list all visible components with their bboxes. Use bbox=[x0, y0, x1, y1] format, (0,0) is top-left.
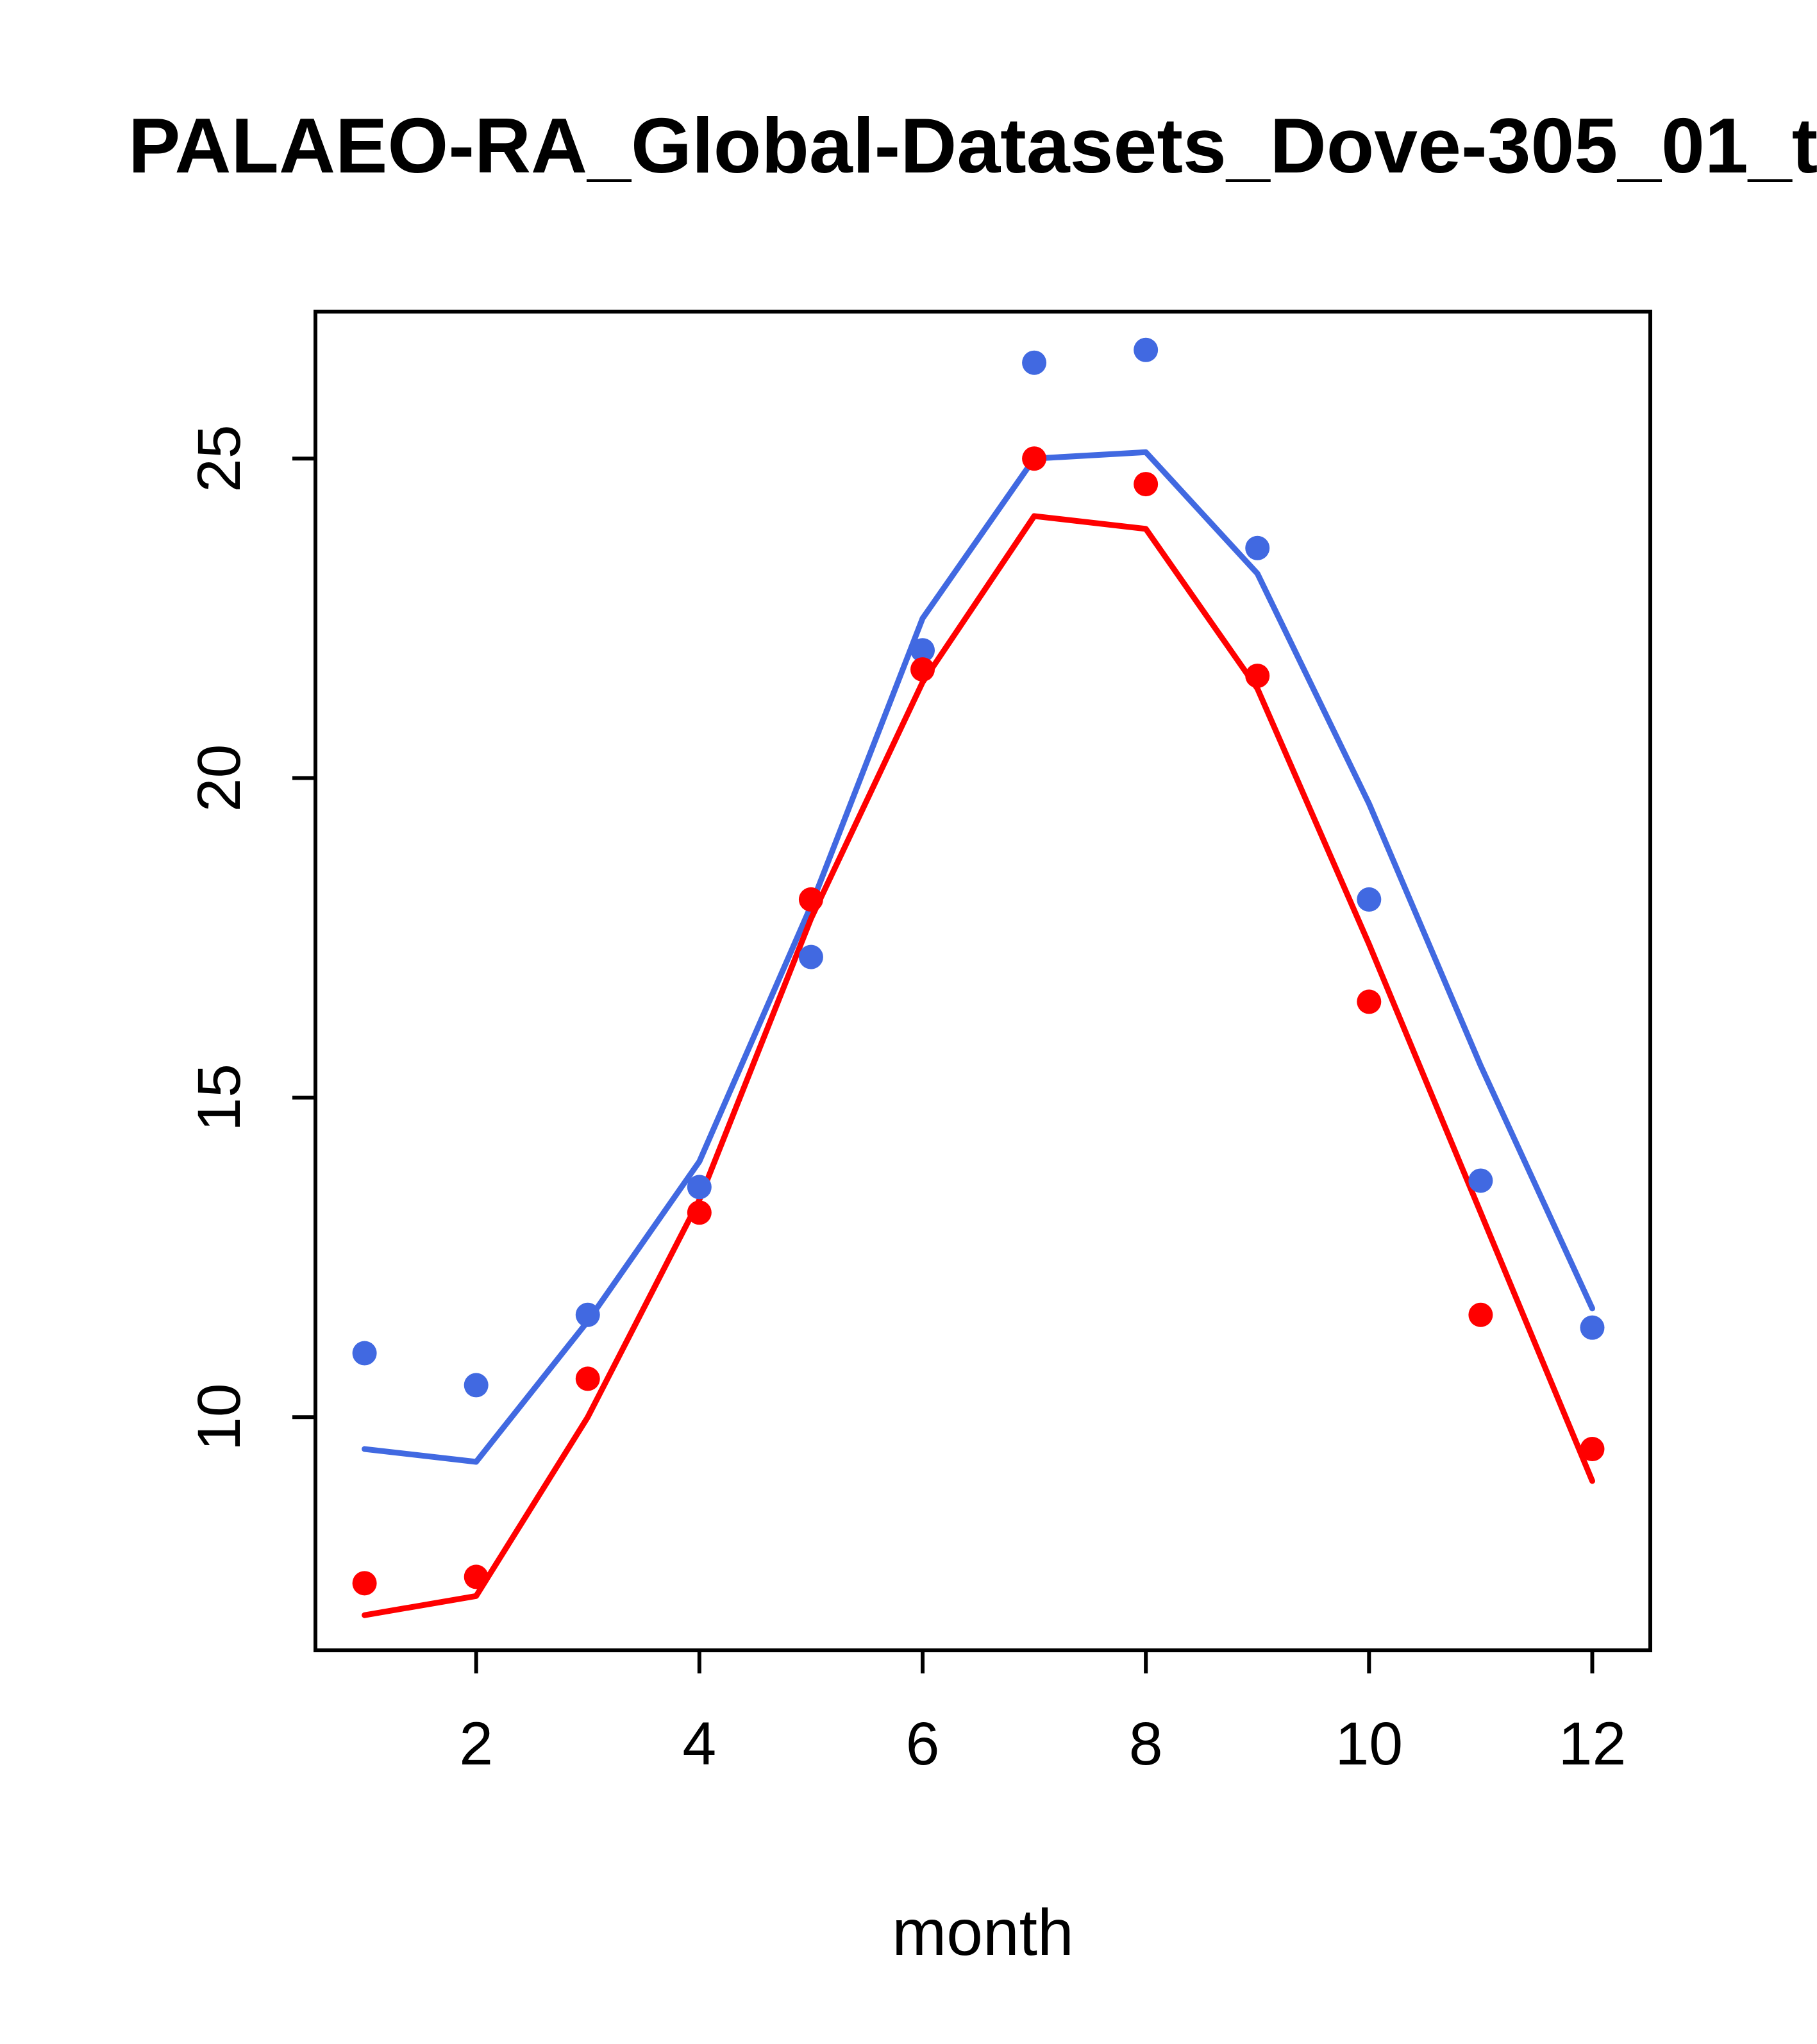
blue-points-marker bbox=[1022, 350, 1047, 375]
y-tick-label: 10 bbox=[185, 1383, 253, 1451]
y-tick-label: 15 bbox=[185, 1064, 253, 1132]
blue-points-marker bbox=[1357, 887, 1382, 912]
blue-points-marker bbox=[1468, 1168, 1493, 1193]
blue-line bbox=[362, 449, 1595, 1465]
red-line bbox=[362, 513, 1595, 1618]
blue-points-marker bbox=[687, 1175, 712, 1200]
red-points-marker bbox=[1580, 1437, 1605, 1462]
red-points-marker bbox=[1245, 664, 1270, 689]
red-points-marker bbox=[575, 1366, 600, 1391]
red-points-marker bbox=[798, 887, 823, 912]
blue-points-marker bbox=[352, 1341, 377, 1366]
blue-points-marker bbox=[1580, 1315, 1605, 1340]
red-points-marker bbox=[464, 1564, 489, 1589]
blue-points-marker bbox=[910, 638, 935, 663]
blue-points-marker bbox=[575, 1302, 600, 1327]
red-points-marker bbox=[910, 657, 935, 682]
blue-points-marker bbox=[464, 1373, 489, 1398]
red-points-marker bbox=[1468, 1302, 1493, 1327]
x-tick-label: 4 bbox=[682, 1710, 716, 1778]
x-tick-label: 8 bbox=[1129, 1710, 1163, 1778]
red-points-marker bbox=[1357, 989, 1382, 1014]
red-points-marker bbox=[1134, 472, 1159, 497]
x-tick-label: 10 bbox=[1335, 1710, 1403, 1778]
chart-title: PALAEO-RA_Global-Datasets_Dove-305_01_ta bbox=[128, 102, 1817, 189]
plot-box bbox=[314, 310, 1652, 1652]
red-points-marker bbox=[352, 1571, 377, 1596]
y-tick-label: 25 bbox=[185, 424, 253, 492]
y-tick-label: 20 bbox=[185, 744, 253, 812]
x-tick-label: 2 bbox=[459, 1710, 493, 1778]
blue-points-marker bbox=[1134, 337, 1159, 362]
x-axis-label: month bbox=[892, 1896, 1074, 1969]
red-points-marker bbox=[687, 1200, 712, 1225]
blue-points-marker bbox=[1245, 535, 1270, 560]
red-points-marker bbox=[1022, 446, 1047, 471]
x-tick-label: 12 bbox=[1559, 1710, 1627, 1778]
x-tick-label: 6 bbox=[906, 1710, 940, 1778]
blue-points-marker bbox=[798, 944, 823, 969]
